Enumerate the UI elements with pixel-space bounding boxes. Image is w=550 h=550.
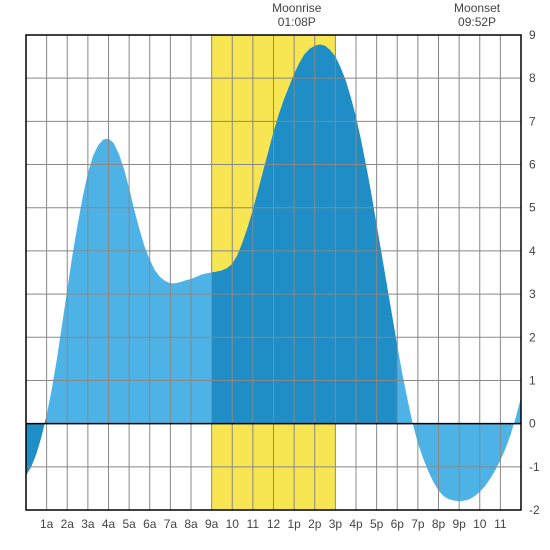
x-tick-label: 8p (432, 517, 446, 531)
x-tick-label: 3p (329, 517, 343, 531)
x-tick-label: 12 (267, 517, 281, 531)
y-tick-label: -1 (529, 460, 540, 474)
x-tick-label: 7p (411, 517, 425, 531)
y-tick-label: 5 (529, 201, 536, 215)
x-tick-label: 1a (40, 517, 54, 531)
x-tick-label: 6a (143, 517, 157, 531)
x-tick-label: 7a (164, 517, 178, 531)
y-tick-label: 1 (529, 373, 536, 387)
x-tick-label: 9a (205, 517, 219, 531)
y-tick-label: 2 (529, 330, 536, 344)
x-tick-label: 10 (226, 517, 240, 531)
x-tick-label: 1p (287, 517, 301, 531)
y-tick-label: 6 (529, 158, 536, 172)
moonrise-time: 01:08P (278, 15, 316, 29)
x-tick-label: 10 (473, 517, 487, 531)
moonset-title: Moonset (454, 1, 500, 15)
x-tick-label: 4a (102, 517, 116, 531)
y-tick-label: -2 (529, 503, 540, 517)
x-tick-label: 3a (81, 517, 95, 531)
x-tick-label: 2p (308, 517, 322, 531)
x-tick-label: 4p (349, 517, 363, 531)
y-tick-label: 9 (529, 28, 536, 42)
moonset-time: 09:52P (458, 15, 496, 29)
y-tick-label: 3 (529, 287, 536, 301)
x-tick-label: 2a (61, 517, 75, 531)
y-tick-label: 7 (529, 114, 536, 128)
x-tick-label: 11 (247, 517, 260, 531)
moonrise-title: Moonrise (272, 1, 321, 15)
y-tick-label: 4 (529, 244, 536, 258)
x-tick-label: 6p (391, 517, 405, 531)
x-tick-label: 9p (452, 517, 466, 531)
x-tick-label: 5p (370, 517, 384, 531)
chart-svg: -2-101234567891a2a3a4a5a6a7a8a9a1011121p… (0, 0, 550, 550)
y-tick-label: 8 (529, 71, 536, 85)
moonrise-label: Moonrise 01:08P (267, 2, 327, 30)
x-tick-label: 11 (494, 517, 507, 531)
tide-chart: Moonrise 01:08P Moonset 09:52P -2-101234… (0, 0, 550, 550)
moonset-label: Moonset 09:52P (447, 2, 507, 30)
x-tick-label: 5a (122, 517, 136, 531)
y-tick-label: 0 (529, 417, 536, 431)
x-tick-label: 8a (184, 517, 198, 531)
